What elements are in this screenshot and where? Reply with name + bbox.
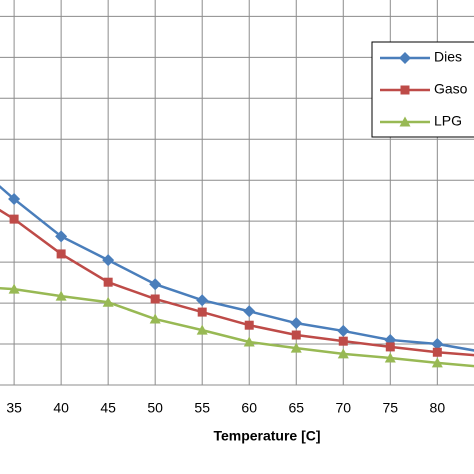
- series-line: [0, 185, 474, 352]
- marker: [150, 294, 160, 304]
- marker: [8, 283, 20, 294]
- marker: [149, 278, 162, 291]
- x-axis-title: Temperature [C]: [213, 428, 320, 444]
- marker: [338, 336, 348, 346]
- x-tick-label: 45: [100, 400, 116, 416]
- x-tick-label: 75: [383, 400, 399, 416]
- x-tick-label: 70: [335, 400, 351, 416]
- x-tick-label: 65: [288, 400, 304, 416]
- marker: [196, 324, 208, 335]
- marker: [431, 357, 443, 368]
- marker: [149, 313, 161, 324]
- marker: [243, 336, 255, 347]
- x-tick-label: 60: [241, 400, 257, 416]
- x-tick-label: 50: [147, 400, 163, 416]
- marker: [431, 338, 444, 351]
- axis-labels: 35 40 45 50 55 60 65 70 75 80: [6, 400, 445, 416]
- marker: [337, 348, 349, 359]
- marker: [291, 330, 301, 340]
- legend-label: Dies: [434, 49, 462, 65]
- legend: Dies Gaso LPG: [371, 41, 474, 138]
- marker: [102, 254, 115, 267]
- marker: [56, 249, 66, 259]
- marker: [243, 305, 256, 318]
- marker: [385, 342, 395, 352]
- marker: [400, 85, 410, 95]
- marker: [9, 214, 19, 224]
- series-line: [0, 287, 474, 368]
- marker: [197, 307, 207, 317]
- marker: [244, 320, 254, 330]
- marker: [196, 294, 209, 307]
- x-tick-label: 80: [430, 400, 446, 416]
- marker: [432, 347, 442, 357]
- marker: [337, 324, 350, 337]
- marker: [290, 317, 303, 330]
- marker: [8, 193, 21, 206]
- legend-label: LPG: [434, 113, 462, 129]
- x-tick-label: 40: [53, 400, 69, 416]
- series-line: [0, 208, 474, 357]
- marker: [399, 116, 411, 127]
- marker: [102, 296, 114, 307]
- marker: [384, 352, 396, 363]
- marker: [399, 52, 411, 64]
- marker: [55, 290, 67, 301]
- marker: [55, 230, 68, 243]
- plot-area: [0, 185, 474, 368]
- legend-label: Gaso: [434, 81, 468, 97]
- marker: [290, 342, 302, 353]
- marker: [103, 277, 113, 287]
- x-tick-label: 55: [194, 400, 210, 416]
- x-tick-label: 35: [6, 400, 22, 416]
